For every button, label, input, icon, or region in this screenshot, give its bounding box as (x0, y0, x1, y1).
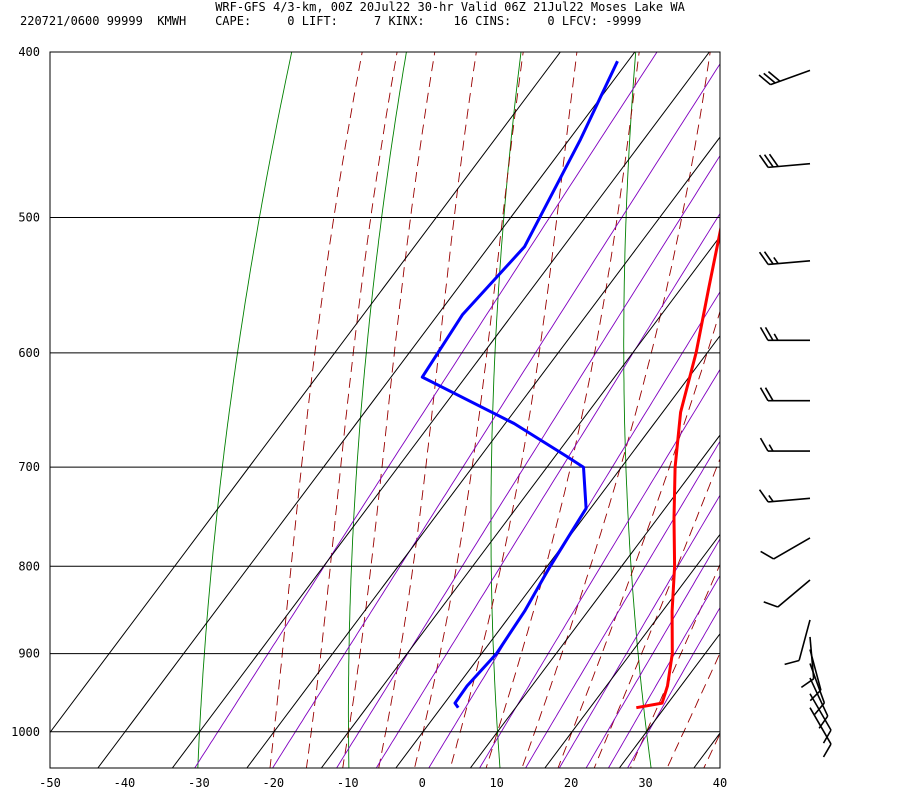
isotherm (469, 434, 720, 768)
moist-adiabat (521, 52, 711, 768)
axis-tick-labels: 400 500 600 700 800 900 1000 -50 -40 -30 -20 -10 0 10… (11, 45, 727, 790)
mixing-ratio-line (428, 291, 720, 768)
station-indices-line: 220721/0600 99999 KMWH CAPE: 0 LIFT: 7 K… (20, 14, 642, 28)
dry-adiabat (623, 52, 652, 768)
pressure-tick-label: 500 (18, 211, 40, 225)
temperature-tick-label: -40 (114, 776, 136, 790)
mixing-ratio-line (585, 538, 720, 768)
chart-title: WRF-GFS 4/3-km, 00Z 20Jul22 30-hr Valid … (215, 0, 685, 14)
dry-adiabat (347, 52, 407, 768)
moist-adiabat (378, 52, 477, 768)
wind-barb (763, 579, 811, 608)
isotherm (171, 52, 710, 768)
isotherm (320, 235, 720, 768)
temperature-tick-label: -20 (262, 776, 284, 790)
pressure-tick-label: 800 (18, 559, 40, 573)
isotherm (246, 136, 720, 768)
isotherm (395, 334, 720, 768)
dewpoint-profile (420, 60, 619, 709)
moist-adiabat (342, 52, 436, 768)
temperature-tick-label: -50 (39, 776, 61, 790)
moist-adiabat (666, 652, 720, 768)
mixing-ratio-line (558, 494, 720, 768)
isotherm (618, 632, 720, 768)
dry-adiabat (490, 52, 522, 768)
mixing-ratio-line (479, 368, 720, 768)
wind-barb (759, 326, 810, 342)
temperature-tick-label: -30 (188, 776, 210, 790)
wind-barb (758, 251, 811, 266)
temperature-profile (636, 224, 720, 710)
moist-adiabat (703, 732, 720, 768)
temperature-tick-label: -10 (337, 776, 359, 790)
wind-barb (809, 707, 832, 758)
pressure-tick-label: 700 (18, 460, 40, 474)
pressure-tick-label: 600 (18, 346, 40, 360)
mixing-ratio-line (607, 574, 720, 768)
isotherm (97, 52, 636, 768)
wind-barb (784, 619, 811, 666)
temperature-tick-label: 30 (638, 776, 652, 790)
moist-adiabat (305, 52, 398, 768)
grid-lines (50, 52, 720, 768)
wind-barb (760, 537, 811, 560)
temperature-tick-label: 40 (713, 776, 727, 790)
thermo-background (194, 14, 900, 775)
dry-adiabat (197, 52, 293, 768)
temperature-tick-label: 20 (564, 776, 578, 790)
pressure-tick-label: 1000 (11, 725, 40, 739)
moist-adiabat (414, 52, 524, 768)
mixing-ratio-line (375, 212, 720, 768)
wind-barb (758, 489, 811, 503)
temperature-tick-label: 10 (489, 776, 503, 790)
wind-barbs (758, 69, 832, 758)
dry-adiabat (865, 14, 900, 775)
isotherm (544, 533, 720, 768)
pressure-tick-label: 400 (18, 45, 40, 59)
wind-barb (759, 387, 810, 402)
plot-frame (49, 51, 721, 769)
sounding-profiles (420, 60, 720, 710)
moist-adiabat (449, 52, 578, 768)
mixing-ratio-line (525, 440, 720, 768)
isotherm (50, 52, 561, 734)
pressure-tick-label: 900 (18, 647, 40, 661)
wind-barb (809, 649, 822, 702)
wind-barb (758, 153, 811, 169)
wind-barb (759, 437, 810, 452)
mixing-ratio-line (194, 52, 658, 768)
mixing-ratio-line (627, 606, 720, 768)
wind-barb (758, 69, 811, 86)
temperature-tick-label: 0 (419, 776, 426, 790)
moist-adiabat (269, 52, 363, 768)
moist-adiabat (593, 457, 720, 768)
mixing-ratio-line (272, 63, 720, 768)
mixing-ratio-line (336, 154, 720, 768)
moist-adiabat (485, 52, 640, 768)
moist-adiabat (557, 309, 720, 768)
